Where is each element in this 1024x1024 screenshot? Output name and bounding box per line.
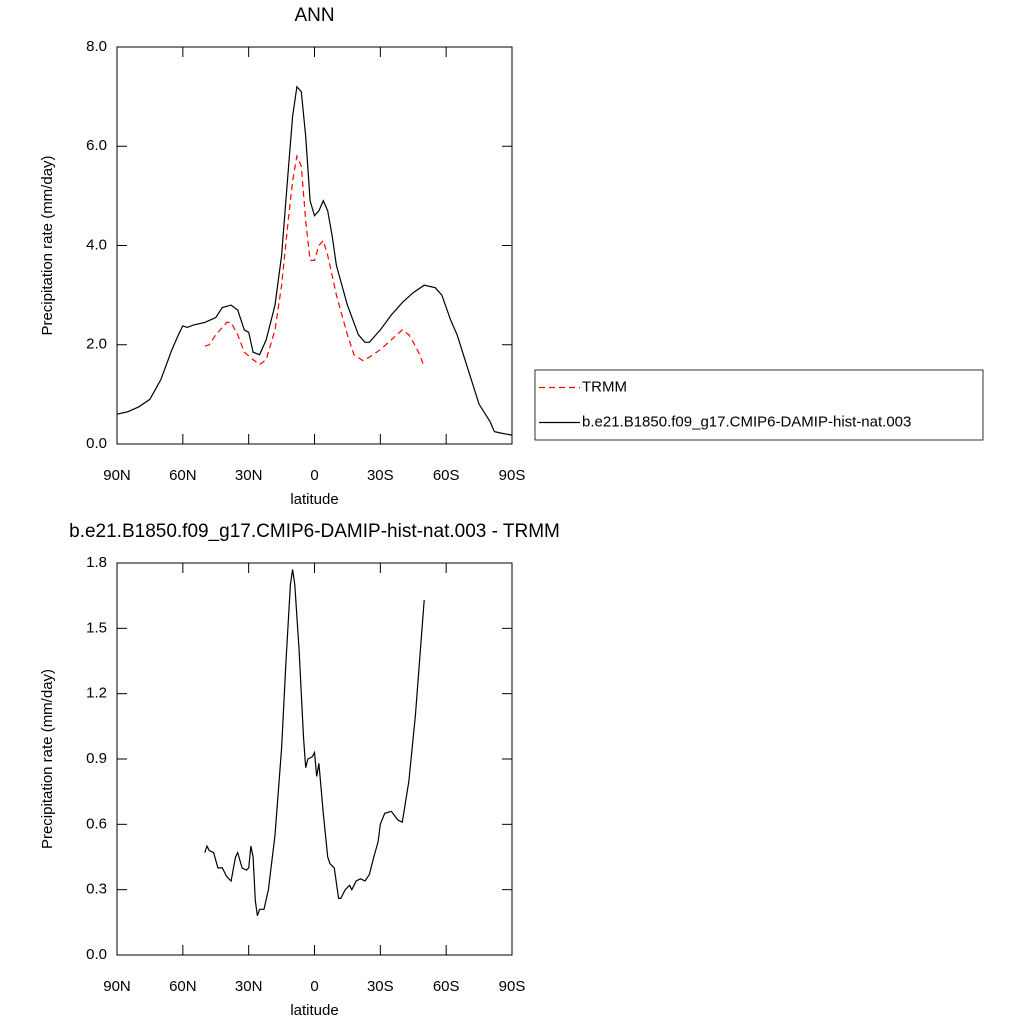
y-axis-label: Precipitation rate (mm/day)	[39, 155, 56, 335]
legend-box	[534, 369, 984, 441]
y-tick-label: 2.0	[86, 336, 107, 353]
x-tick-label: 90N	[103, 467, 131, 484]
x-tick-label: 90N	[103, 978, 131, 995]
x-tick-label: 30N	[235, 978, 263, 995]
y-tick-label: 4.0	[86, 236, 107, 253]
chart-title: ANN	[294, 5, 334, 26]
y-tick-label: 0.9	[86, 750, 107, 767]
x-tick-label: 60N	[169, 467, 197, 484]
x-tick-label: 60S	[433, 467, 460, 484]
y-tick-label: 1.5	[86, 619, 107, 636]
data-line	[204, 569, 425, 916]
y-axis-label: Precipitation rate (mm/day)	[39, 669, 56, 849]
y-tick-label: 0.0	[86, 435, 107, 452]
x-tick-label: 0	[310, 467, 318, 484]
y-tick-label: 0.6	[86, 815, 107, 832]
legend-label: TRMM	[582, 378, 627, 395]
y-tick-label: 8.0	[86, 38, 107, 55]
x-tick-label: 60N	[169, 978, 197, 995]
y-tick-label: 0.3	[86, 881, 107, 898]
data-line	[116, 85, 513, 436]
x-tick-label: 0	[310, 978, 318, 995]
x-axis-label: latitude	[290, 1002, 338, 1019]
x-tick-label: 30S	[367, 978, 394, 995]
y-tick-label: 6.0	[86, 137, 107, 154]
y-tick-label: 1.8	[86, 554, 107, 571]
y-tick-label: 1.2	[86, 685, 107, 702]
x-tick-label: 30N	[235, 467, 263, 484]
chart-title: b.e21.B1850.f09_g17.CMIP6-DAMIP-hist-nat…	[69, 521, 560, 542]
x-tick-label: 90S	[499, 467, 526, 484]
legend-label: b.e21.B1850.f09_g17.CMIP6-DAMIP-hist-nat…	[582, 413, 911, 430]
x-tick-label: 90S	[499, 978, 526, 995]
plot-frame	[116, 46, 513, 445]
x-axis-label: latitude	[290, 491, 338, 508]
y-tick-label: 0.0	[86, 946, 107, 963]
x-tick-label: 60S	[433, 978, 460, 995]
x-tick-label: 30S	[367, 467, 394, 484]
data-line	[204, 154, 425, 368]
